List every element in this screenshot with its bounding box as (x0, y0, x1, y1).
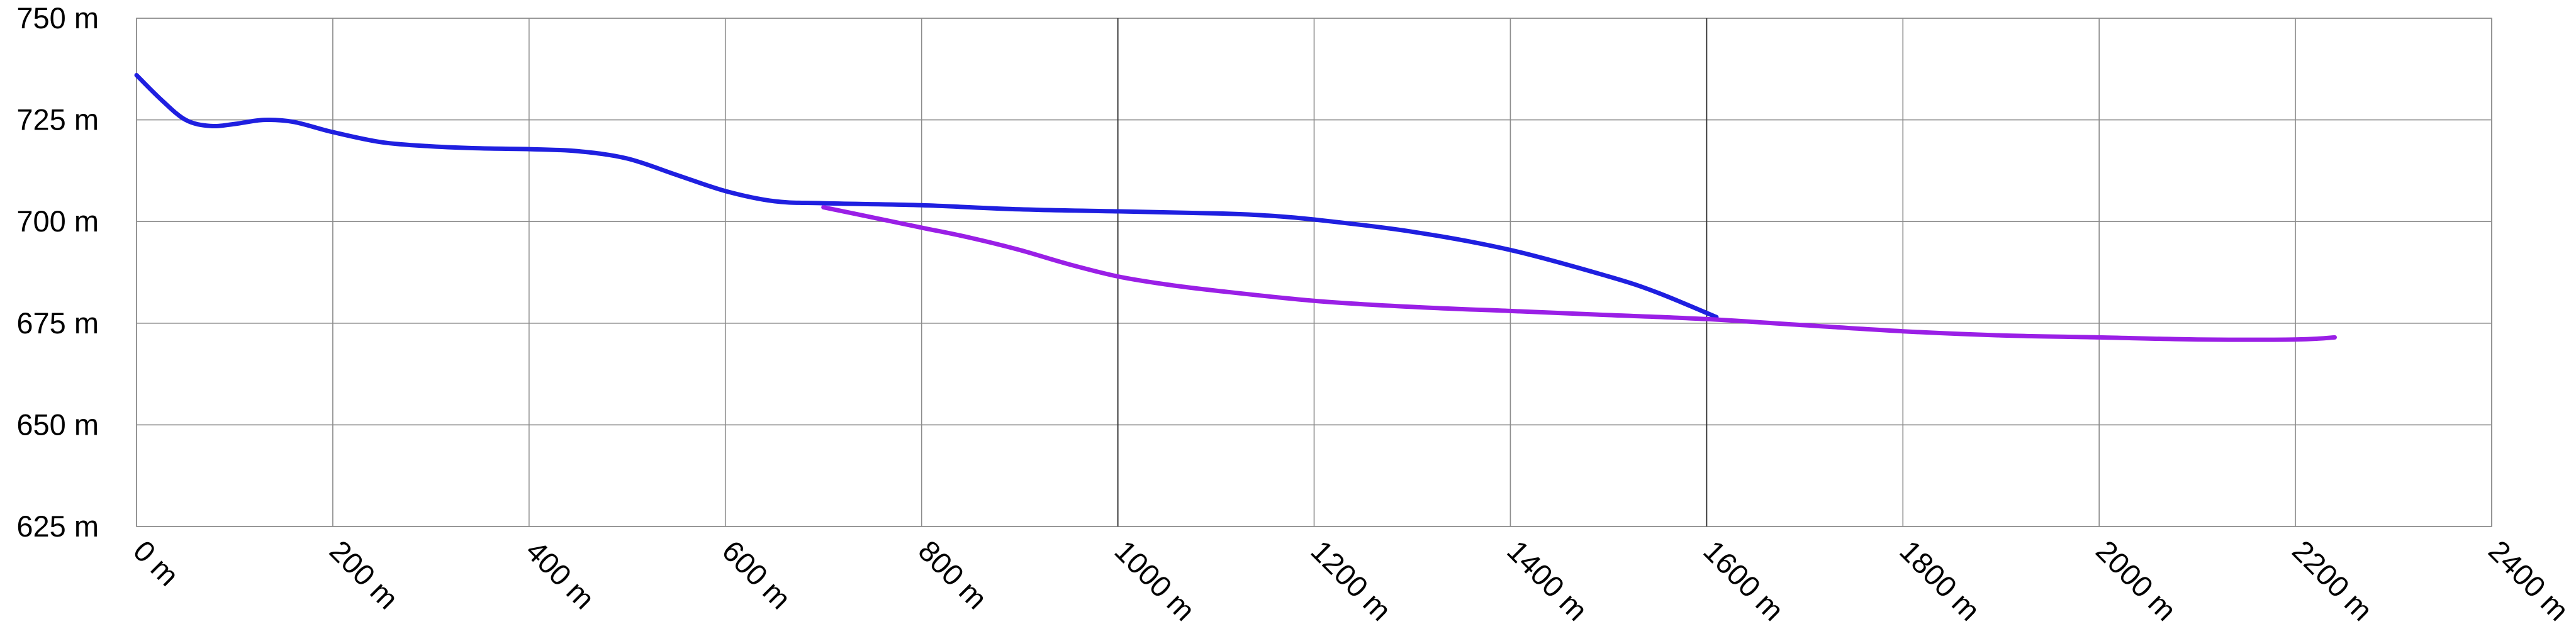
x-tick-label: 800 m (912, 534, 994, 616)
y-tick-label: 750 m (16, 1, 99, 35)
x-tick-label: 1200 m (1304, 534, 1397, 627)
y-tick-label: 700 m (16, 204, 99, 238)
x-tick-label: 1600 m (1697, 534, 1790, 627)
y-axis-tick-labels: 625 m 650 m 675 m 700 m 725 m 750 m (16, 1, 99, 543)
x-tick-label: 2000 m (2090, 534, 2183, 627)
series-line-2 (821, 205, 2337, 342)
series-line-1 (134, 73, 1719, 320)
x-tick-label: 1800 m (1893, 534, 1986, 627)
x-tick-label: 2200 m (2286, 534, 2379, 627)
x-tick-label: 2400 m (2482, 534, 2575, 627)
y-tick-label: 725 m (16, 103, 99, 136)
x-tick-label: 400 m (520, 534, 602, 616)
grid-layer (136, 18, 2492, 527)
series-layer (134, 73, 2337, 342)
x-tick-label: 600 m (716, 534, 798, 616)
y-tick-label: 650 m (16, 408, 99, 441)
y-tick-label: 625 m (16, 509, 99, 543)
x-tick-label: 200 m (323, 534, 405, 616)
x-tick-label: 0 m (127, 534, 186, 593)
x-tick-label: 1400 m (1501, 534, 1594, 627)
y-tick-label: 675 m (16, 306, 99, 340)
x-tick-label: 1000 m (1109, 534, 1202, 627)
x-axis-tick-labels: 0 m 200 m 400 m 600 m 800 m 1000 m 1200 m 1400 … (127, 534, 2575, 627)
